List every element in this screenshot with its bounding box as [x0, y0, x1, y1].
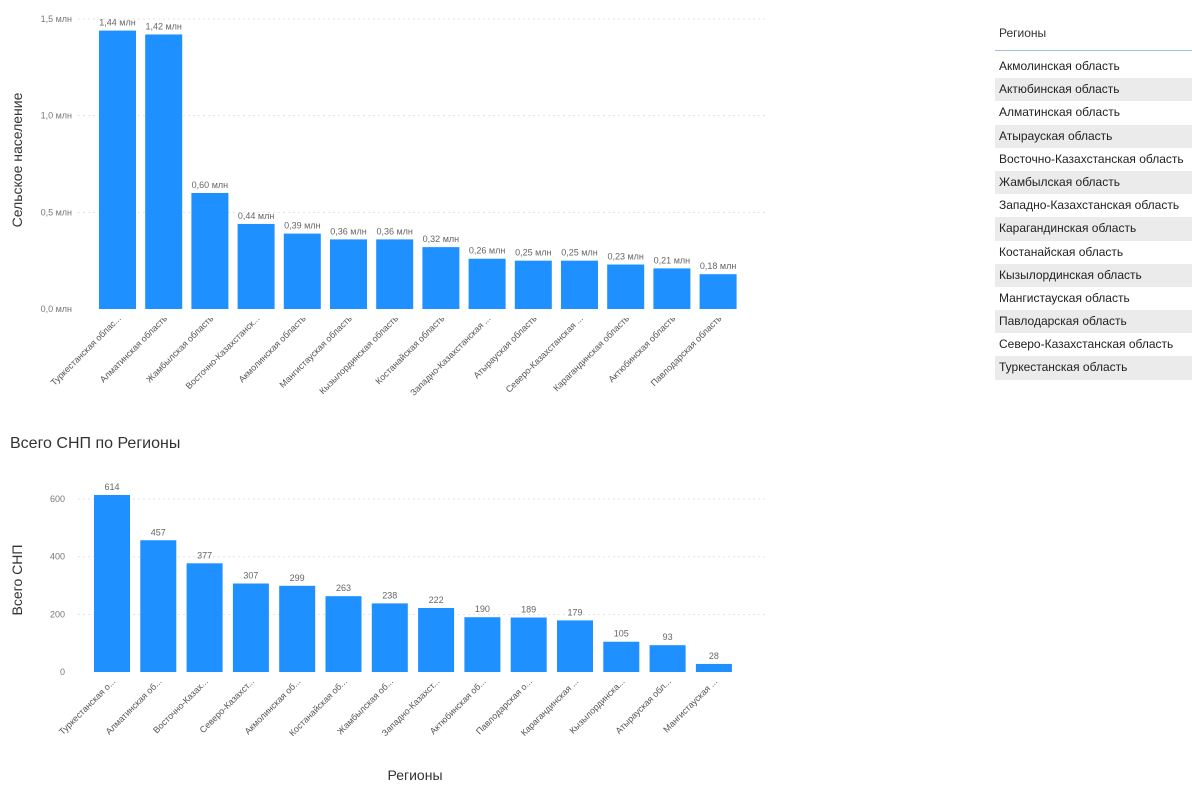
bar[interactable]: [94, 495, 130, 672]
bar[interactable]: [557, 620, 593, 672]
data-label: 457: [151, 527, 166, 537]
data-label: 614: [104, 482, 119, 492]
bar[interactable]: [191, 193, 229, 309]
data-label: 105: [614, 629, 629, 639]
data-label: 93: [663, 632, 673, 642]
data-label: 299: [290, 573, 305, 583]
data-label: 0,36 млн: [330, 226, 366, 236]
data-label: 0,36 млн: [376, 226, 412, 236]
bar[interactable]: [514, 260, 552, 309]
bar[interactable]: [371, 603, 408, 672]
slicer-title: Регионы: [995, 22, 1192, 51]
data-label: 179: [567, 607, 582, 617]
data-label: 307: [243, 571, 258, 581]
bar[interactable]: [607, 264, 645, 309]
bar[interactable]: [695, 663, 732, 672]
regions-slicer[interactable]: Регионы Акмолинская область Актюбинская о…: [995, 22, 1192, 380]
y-tick-label: 0,5 млн: [41, 207, 72, 217]
slicer-item[interactable]: Костанайская область: [999, 244, 1124, 259]
bar[interactable]: [699, 274, 737, 309]
data-label: 0,39 млн: [284, 221, 320, 231]
slicer-item[interactable]: Мангистауская область: [999, 290, 1130, 305]
data-label: 222: [429, 595, 444, 605]
category-label: Западно-Казахстанская ...: [408, 313, 492, 397]
bar[interactable]: [330, 239, 367, 309]
bar[interactable]: [418, 608, 455, 672]
bar[interactable]: [186, 563, 223, 672]
data-label: 0,60 млн: [192, 180, 228, 190]
slicer-item[interactable]: Атырауская область: [995, 124, 1192, 148]
data-label: 0,21 млн: [654, 255, 690, 265]
slicer-item[interactable]: Западно-Казахстанская область: [999, 198, 1180, 213]
slicer-item[interactable]: Жамбылская область: [995, 170, 1192, 195]
bar[interactable]: [145, 34, 183, 309]
slicer-list: Акмолинская область Актюбинская область Ал…: [995, 55, 1192, 380]
data-label: 0,26 млн: [469, 246, 505, 256]
category-label: Кызылординская область: [317, 313, 400, 396]
category-label: Северо-Казахстанская ...: [504, 313, 585, 394]
slicer-item[interactable]: Павлодарская область: [995, 310, 1192, 334]
slicer-item[interactable]: Акмолинская область: [999, 59, 1120, 73]
data-label: 0,23 млн: [607, 252, 643, 262]
bar[interactable]: [422, 247, 460, 309]
data-label: 238: [382, 590, 397, 600]
slicer-item[interactable]: Алматинская область: [999, 105, 1120, 120]
data-label: 0,25 млн: [561, 248, 597, 258]
bar[interactable]: [603, 641, 640, 672]
bar[interactable]: [464, 617, 501, 672]
bar[interactable]: [140, 540, 177, 672]
slicer-item[interactable]: Туркестанская область: [995, 356, 1192, 380]
y-tick-label: 1,5 млн: [41, 14, 72, 24]
bar[interactable]: [649, 645, 686, 672]
data-label: 28: [709, 651, 719, 661]
y-tick-label: 0: [60, 667, 65, 677]
bar[interactable]: [653, 268, 691, 309]
bar[interactable]: [279, 585, 316, 672]
data-label: 1,44 млн: [99, 18, 135, 28]
bar[interactable]: [468, 258, 506, 309]
y-tick-label: 600: [50, 494, 65, 504]
data-label: 0,18 млн: [700, 261, 736, 271]
data-label: 263: [336, 583, 351, 593]
y-tick-label: 1,0 млн: [41, 111, 72, 121]
y-axis-title: Всего СНП: [9, 545, 25, 616]
data-label: 377: [197, 550, 212, 560]
bar[interactable]: [237, 223, 275, 309]
data-label: 0,25 млн: [515, 248, 551, 258]
bar[interactable]: [283, 233, 321, 309]
category-label: Карагандинская область: [551, 313, 631, 393]
y-tick-label: 400: [50, 552, 65, 562]
slicer-item[interactable]: Восточно-Казахстанская область: [999, 151, 1184, 166]
y-axis-title: Сельское население: [9, 92, 25, 227]
data-label: 190: [475, 604, 490, 614]
slicer-item[interactable]: Северо-Казахстанская область: [999, 337, 1174, 352]
data-label: 0,44 млн: [238, 211, 274, 221]
bar[interactable]: [232, 583, 269, 673]
bar[interactable]: [99, 30, 136, 309]
slicer-item[interactable]: Карагандинская область: [995, 217, 1192, 241]
bar[interactable]: [510, 617, 547, 672]
y-tick-label: 0,0 млн: [41, 304, 72, 314]
x-axis-title: Регионы: [387, 767, 442, 783]
chart2-title: Всего СНП по Регионы: [10, 435, 181, 452]
data-label: 0,32 млн: [423, 234, 459, 244]
bar[interactable]: [376, 239, 414, 309]
data-label: 189: [521, 605, 536, 615]
slicer-item[interactable]: Кызылординская область: [995, 263, 1192, 287]
y-tick-label: 200: [50, 609, 65, 619]
slicer-item[interactable]: Актюбинская область: [995, 78, 1192, 102]
bar[interactable]: [561, 260, 598, 309]
bar[interactable]: [325, 596, 362, 672]
data-label: 1,42 млн: [145, 21, 181, 31]
